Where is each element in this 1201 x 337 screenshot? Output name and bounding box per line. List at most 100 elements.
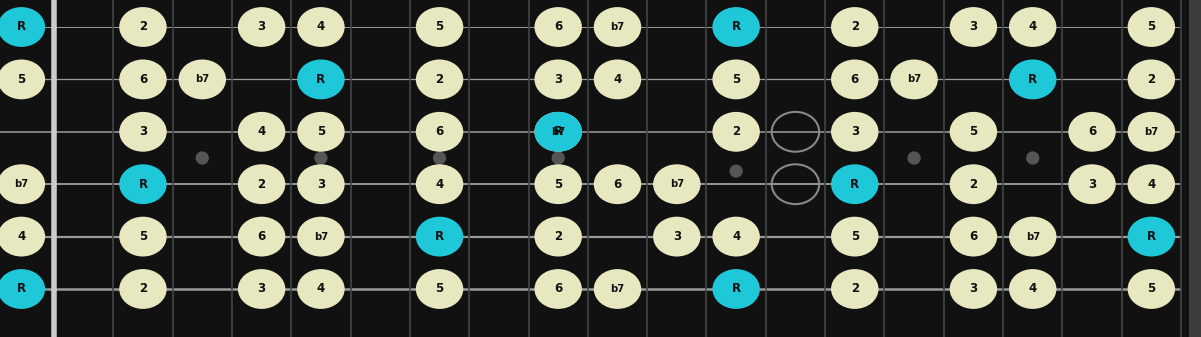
Ellipse shape [1009, 217, 1057, 256]
Ellipse shape [1128, 217, 1175, 256]
Text: 3: 3 [969, 282, 978, 296]
Text: R: R [1147, 230, 1155, 243]
Ellipse shape [416, 217, 464, 256]
Text: 6: 6 [969, 230, 978, 243]
Text: 4: 4 [731, 230, 740, 243]
Text: 4: 4 [614, 73, 622, 86]
Text: 4: 4 [1028, 21, 1036, 33]
Ellipse shape [831, 164, 878, 204]
Text: 2: 2 [436, 73, 443, 86]
Ellipse shape [1128, 164, 1175, 204]
Text: 2: 2 [969, 178, 978, 191]
Text: b7: b7 [1145, 127, 1159, 137]
Ellipse shape [1069, 112, 1116, 152]
Text: 4: 4 [1028, 282, 1036, 296]
Ellipse shape [1009, 60, 1057, 99]
Text: b7: b7 [610, 284, 625, 294]
Ellipse shape [119, 164, 167, 204]
Text: R: R [850, 178, 860, 191]
Text: R: R [17, 21, 26, 33]
Ellipse shape [831, 112, 878, 152]
Ellipse shape [534, 217, 582, 256]
Ellipse shape [119, 60, 167, 99]
Ellipse shape [0, 60, 46, 99]
Ellipse shape [238, 269, 286, 309]
Text: 5: 5 [850, 230, 859, 243]
Text: 4: 4 [317, 282, 325, 296]
Text: 4: 4 [17, 230, 25, 243]
Text: 3: 3 [554, 73, 562, 86]
Ellipse shape [1009, 269, 1057, 309]
Text: 2: 2 [1147, 73, 1155, 86]
Ellipse shape [238, 112, 286, 152]
Ellipse shape [653, 217, 700, 256]
Text: R: R [435, 230, 444, 243]
Ellipse shape [0, 164, 46, 204]
Ellipse shape [238, 217, 286, 256]
Ellipse shape [950, 112, 997, 152]
Text: 4: 4 [436, 178, 443, 191]
Text: b7: b7 [313, 232, 328, 242]
Ellipse shape [1128, 112, 1175, 152]
Ellipse shape [416, 60, 464, 99]
Circle shape [315, 152, 327, 164]
Text: R: R [554, 125, 563, 138]
Ellipse shape [119, 112, 167, 152]
Ellipse shape [712, 269, 760, 309]
Circle shape [730, 139, 742, 151]
Text: b7: b7 [1026, 232, 1040, 242]
Ellipse shape [297, 164, 345, 204]
Text: 2: 2 [850, 282, 859, 296]
Ellipse shape [119, 269, 167, 309]
Text: 3: 3 [850, 125, 859, 138]
Ellipse shape [0, 269, 46, 309]
Circle shape [908, 152, 920, 164]
Text: 2: 2 [257, 178, 265, 191]
Ellipse shape [712, 112, 760, 152]
Text: b7: b7 [14, 179, 29, 189]
Ellipse shape [1128, 7, 1175, 47]
Circle shape [434, 152, 446, 164]
Circle shape [552, 152, 564, 164]
Ellipse shape [534, 112, 582, 152]
Text: 5: 5 [969, 125, 978, 138]
Ellipse shape [297, 7, 345, 47]
Text: 5: 5 [436, 21, 443, 33]
Text: 6: 6 [1088, 125, 1097, 138]
Text: 2: 2 [733, 125, 740, 138]
Text: R: R [731, 282, 741, 296]
Text: 5: 5 [436, 282, 443, 296]
Ellipse shape [238, 7, 286, 47]
Text: b7: b7 [670, 179, 683, 189]
Ellipse shape [297, 269, 345, 309]
Text: 5: 5 [17, 73, 25, 86]
Text: 4: 4 [257, 125, 265, 138]
Text: 2: 2 [554, 230, 562, 243]
Text: 6: 6 [257, 230, 265, 243]
Circle shape [1027, 152, 1039, 164]
Ellipse shape [534, 164, 582, 204]
Ellipse shape [831, 269, 878, 309]
Text: 5: 5 [1147, 282, 1155, 296]
Ellipse shape [534, 112, 582, 152]
Text: 3: 3 [1088, 178, 1097, 191]
Text: R: R [316, 73, 325, 86]
Text: 2: 2 [139, 282, 147, 296]
Ellipse shape [297, 60, 345, 99]
Ellipse shape [534, 269, 582, 309]
Text: b7: b7 [907, 74, 921, 84]
Ellipse shape [653, 164, 700, 204]
Text: 5: 5 [1147, 21, 1155, 33]
Ellipse shape [950, 269, 997, 309]
Text: 5: 5 [731, 73, 740, 86]
Ellipse shape [712, 60, 760, 99]
Ellipse shape [593, 60, 641, 99]
Ellipse shape [416, 112, 464, 152]
Text: R: R [731, 21, 741, 33]
Ellipse shape [179, 60, 226, 99]
Text: 6: 6 [614, 178, 622, 191]
Text: 6: 6 [139, 73, 147, 86]
Ellipse shape [593, 7, 641, 47]
Ellipse shape [1009, 7, 1057, 47]
Ellipse shape [1128, 60, 1175, 99]
